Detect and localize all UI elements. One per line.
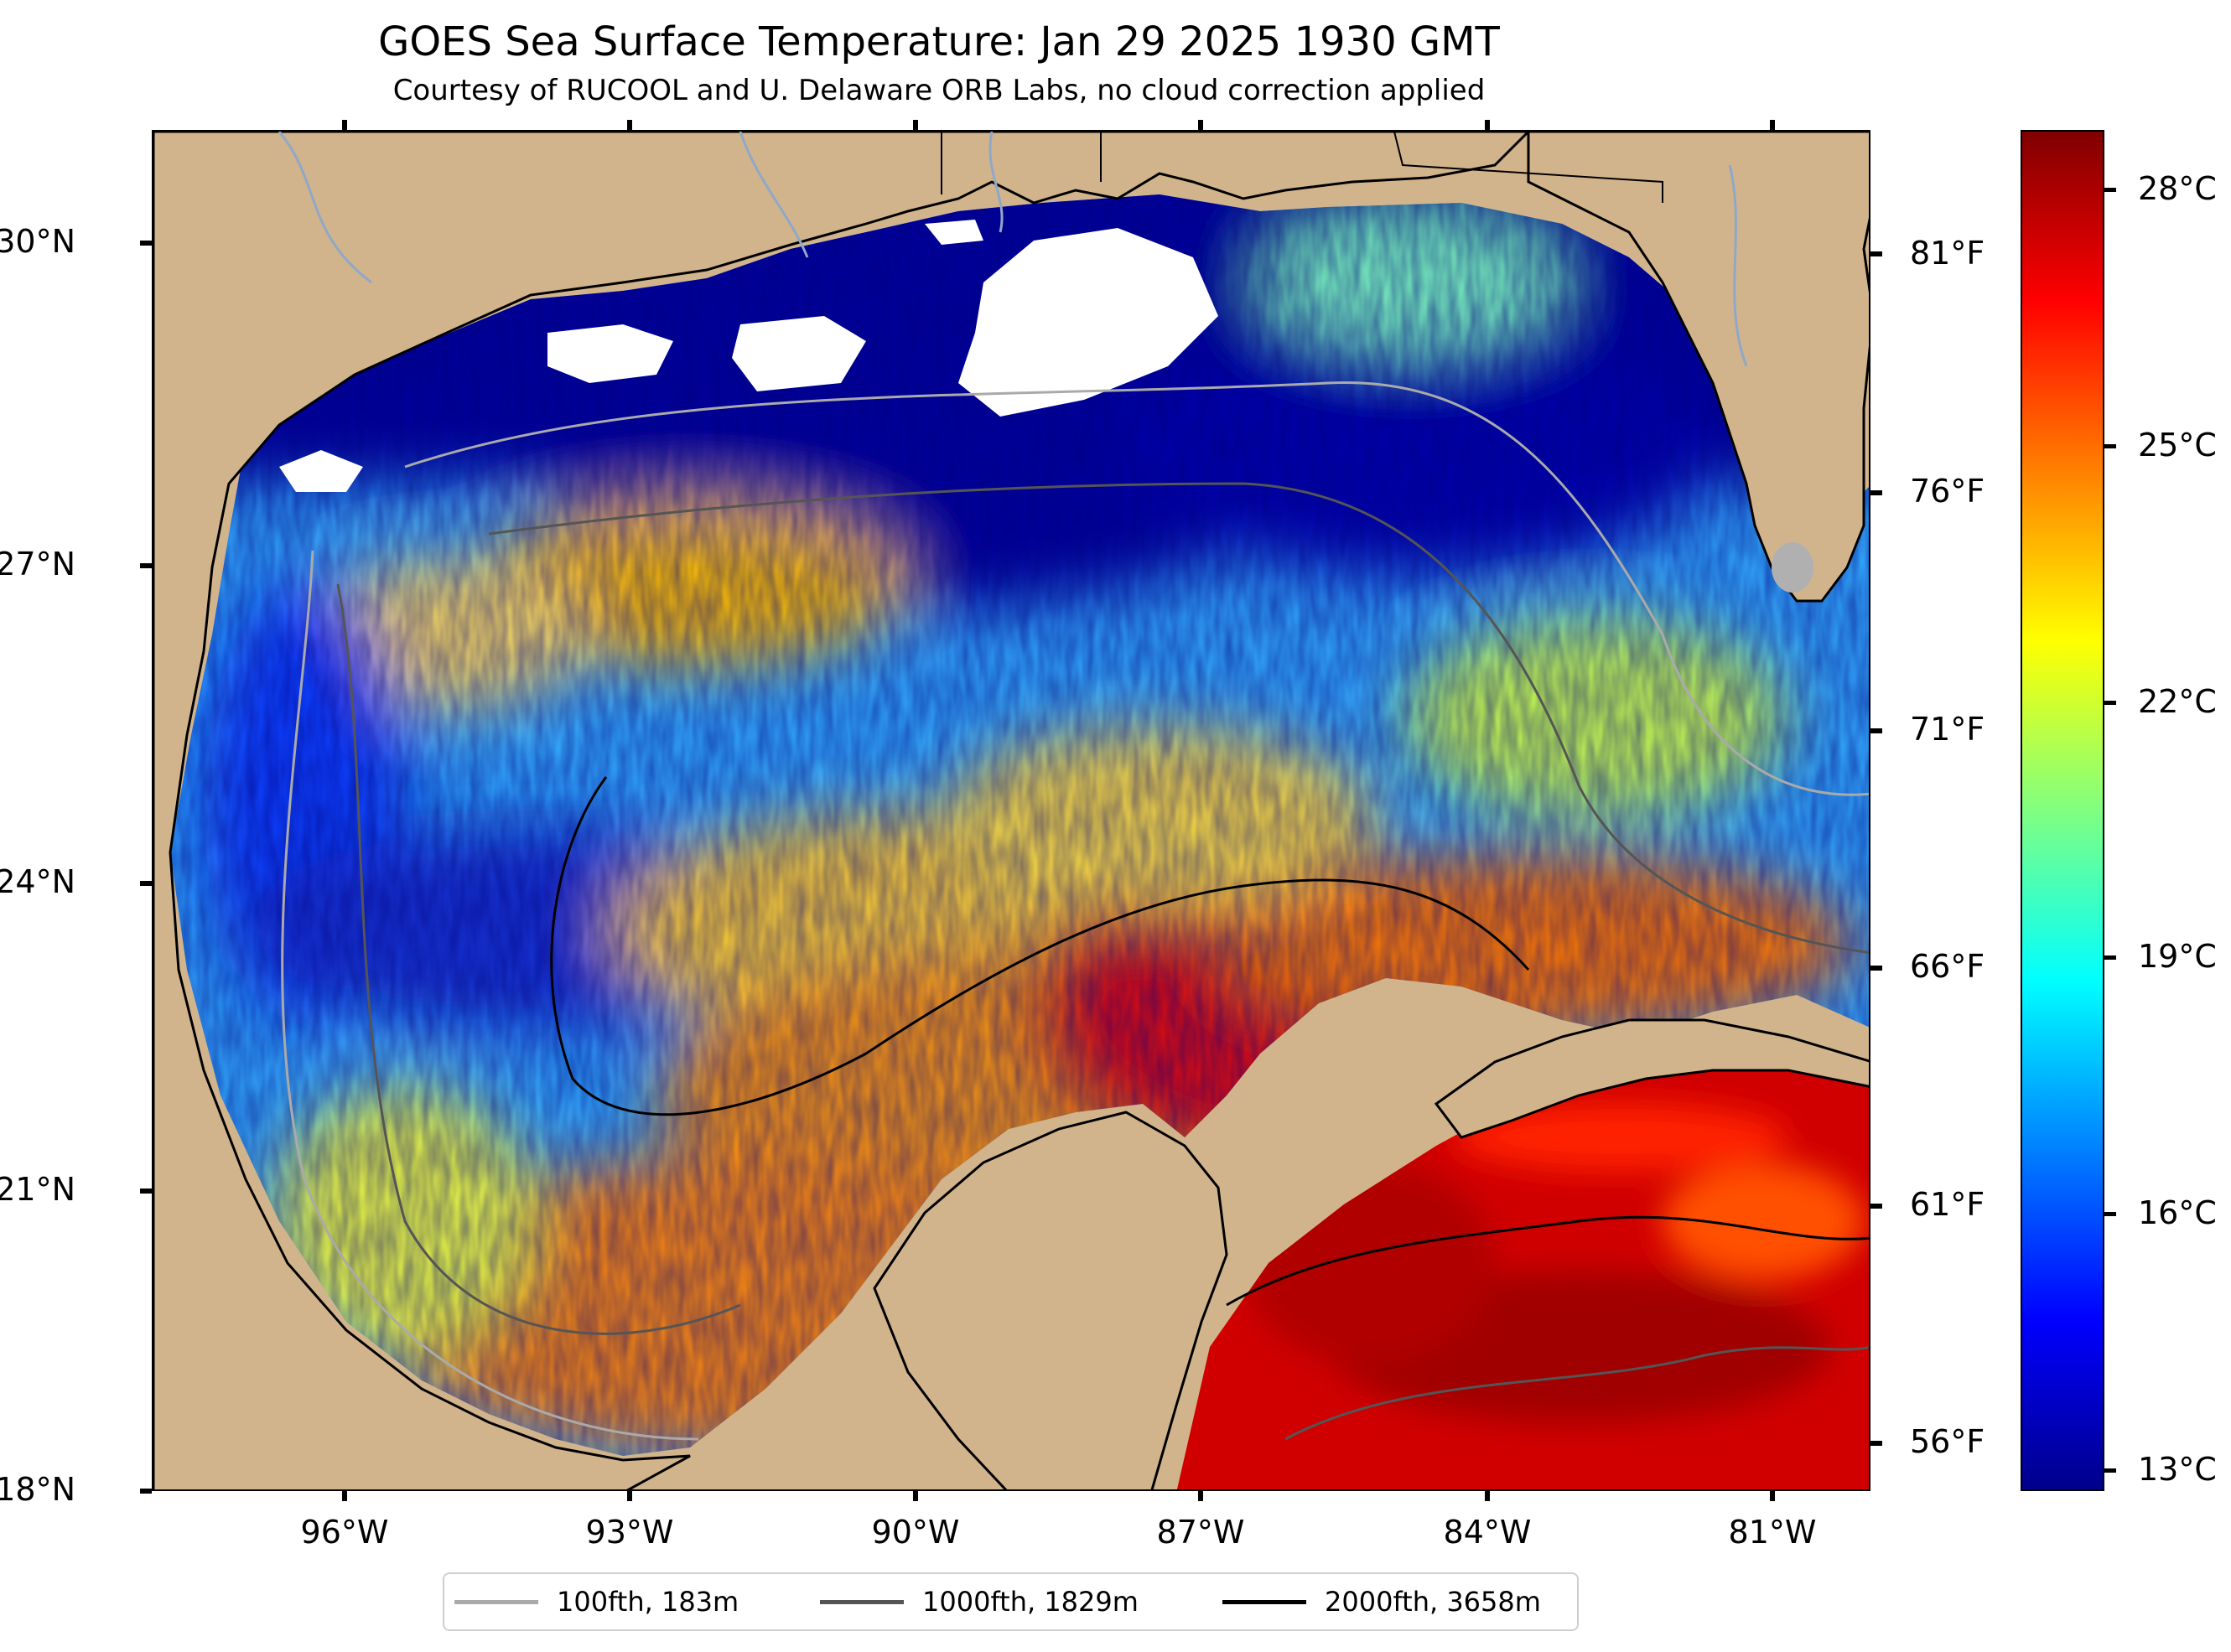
legend-label-2000fth: 2000fth, 3658m bbox=[1325, 1586, 1541, 1618]
colorbar bbox=[2021, 130, 2104, 1491]
colorbar-label-13c: 13°C bbox=[2138, 1451, 2217, 1488]
contour-legend: 100fth, 183m 1000fth, 1829m 2000fth, 365… bbox=[443, 1572, 1579, 1631]
colorbar-label-19c: 19°C bbox=[2138, 938, 2217, 975]
lat-label-27n: 27°N bbox=[0, 546, 75, 583]
fahrenheit-label-71: 71°F bbox=[1910, 711, 1985, 748]
lat-label-18n: 18°N bbox=[0, 1471, 75, 1508]
legend-label-100fth: 100fth, 183m bbox=[557, 1586, 739, 1618]
fahrenheit-label-66: 66°F bbox=[1910, 948, 1985, 985]
legend-item-2000fth: 2000fth, 3658m bbox=[1222, 1574, 1541, 1629]
legend-swatch-1000fth bbox=[820, 1599, 904, 1604]
rivers bbox=[278, 132, 1748, 367]
lat-label-21n: 21°N bbox=[0, 1171, 75, 1208]
lon-label-90w: 90°W bbox=[871, 1514, 960, 1551]
legend-swatch-100fth bbox=[454, 1599, 538, 1604]
lon-label-87w: 87°W bbox=[1156, 1514, 1245, 1551]
legend-swatch-2000fth bbox=[1222, 1599, 1306, 1604]
sst-map bbox=[152, 130, 1870, 1491]
map-subtitle: Courtesy of RUCOOL and U. Delaware ORB L… bbox=[392, 74, 1486, 107]
map-title: GOES Sea Surface Temperature: Jan 29 202… bbox=[378, 18, 1500, 65]
lon-label-84w: 84°W bbox=[1443, 1514, 1532, 1551]
bathymetry-contours bbox=[281, 381, 1869, 1441]
gulf-sst-field bbox=[170, 194, 1869, 1456]
lon-label-93w: 93°W bbox=[585, 1514, 674, 1551]
lat-label-30n: 30°N bbox=[0, 223, 75, 260]
legend-item-100fth: 100fth, 183m bbox=[454, 1574, 739, 1629]
lon-label-96w: 96°W bbox=[300, 1514, 389, 1551]
lon-label-81w: 81°W bbox=[1728, 1514, 1817, 1551]
colorbar-label-16c: 16°C bbox=[2138, 1194, 2217, 1231]
lake-okeechobee bbox=[1772, 542, 1813, 593]
sst-map-canvas bbox=[153, 132, 1869, 1489]
state-borders bbox=[941, 132, 1663, 203]
fahrenheit-label-81: 81°F bbox=[1910, 235, 1985, 272]
coastlines bbox=[153, 132, 1869, 1489]
lat-label-24n: 24°N bbox=[0, 863, 75, 900]
legend-item-1000fth: 1000fth, 1829m bbox=[820, 1574, 1139, 1629]
fahrenheit-label-61: 61°F bbox=[1910, 1186, 1985, 1223]
colorbar-label-25c: 25°C bbox=[2138, 427, 2217, 463]
fahrenheit-label-76: 76°F bbox=[1910, 473, 1985, 510]
fahrenheit-label-56: 56°F bbox=[1910, 1423, 1985, 1460]
colorbar-label-28c: 28°C bbox=[2138, 170, 2217, 207]
legend-label-1000fth: 1000fth, 1829m bbox=[922, 1586, 1139, 1618]
colorbar-label-22c: 22°C bbox=[2138, 683, 2217, 720]
